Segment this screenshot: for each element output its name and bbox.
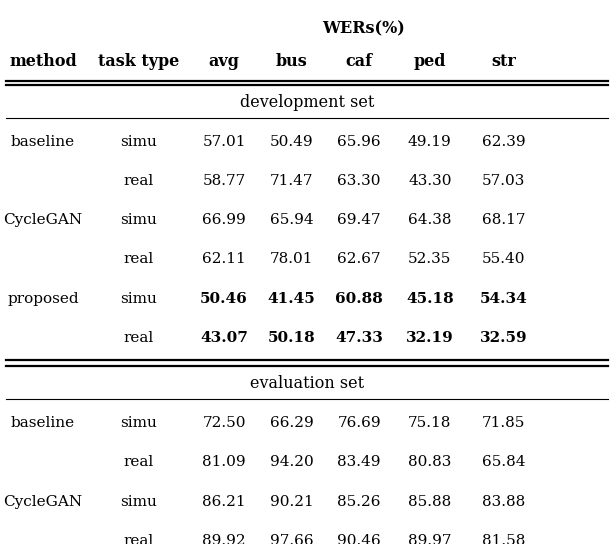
Text: str: str <box>491 53 516 70</box>
Text: ped: ped <box>414 53 446 70</box>
Text: 65.84: 65.84 <box>482 455 525 469</box>
Text: real: real <box>123 331 154 345</box>
Text: 71.47: 71.47 <box>270 174 313 188</box>
Text: 43.30: 43.30 <box>408 174 451 188</box>
Text: baseline: baseline <box>11 135 75 149</box>
Text: 66.99: 66.99 <box>202 213 246 227</box>
Text: 65.96: 65.96 <box>337 135 381 149</box>
Text: bus: bus <box>276 53 308 70</box>
Text: 45.18: 45.18 <box>406 292 454 306</box>
Text: 49.19: 49.19 <box>408 135 452 149</box>
Text: 47.33: 47.33 <box>335 331 383 345</box>
Text: real: real <box>123 455 154 469</box>
Text: 62.67: 62.67 <box>337 252 381 267</box>
Text: simu: simu <box>120 292 157 306</box>
Text: 76.69: 76.69 <box>337 416 381 430</box>
Text: evaluation set: evaluation set <box>250 375 364 392</box>
Text: 78.01: 78.01 <box>270 252 313 267</box>
Text: 85.88: 85.88 <box>408 494 451 509</box>
Text: 90.46: 90.46 <box>337 534 381 544</box>
Text: WERs(%): WERs(%) <box>322 20 405 37</box>
Text: simu: simu <box>120 213 157 227</box>
Text: 55.40: 55.40 <box>482 252 525 267</box>
Text: 89.92: 89.92 <box>202 534 246 544</box>
Text: 50.49: 50.49 <box>270 135 314 149</box>
Text: 41.45: 41.45 <box>268 292 316 306</box>
Text: 81.09: 81.09 <box>202 455 246 469</box>
Text: 86.21: 86.21 <box>202 494 246 509</box>
Text: development set: development set <box>240 94 374 111</box>
Text: CycleGAN: CycleGAN <box>4 494 82 509</box>
Text: 62.39: 62.39 <box>481 135 526 149</box>
Text: 62.11: 62.11 <box>202 252 246 267</box>
Text: 66.29: 66.29 <box>270 416 314 430</box>
Text: task type: task type <box>98 53 179 70</box>
Text: 65.94: 65.94 <box>270 213 314 227</box>
Text: method: method <box>9 53 77 70</box>
Text: 83.49: 83.49 <box>338 455 381 469</box>
Text: 69.47: 69.47 <box>337 213 381 227</box>
Text: 75.18: 75.18 <box>408 416 451 430</box>
Text: real: real <box>123 534 154 544</box>
Text: 57.01: 57.01 <box>203 135 246 149</box>
Text: real: real <box>123 174 154 188</box>
Text: 32.19: 32.19 <box>406 331 454 345</box>
Text: CycleGAN: CycleGAN <box>4 213 82 227</box>
Text: 57.03: 57.03 <box>482 174 525 188</box>
Text: 50.46: 50.46 <box>200 292 248 306</box>
Text: simu: simu <box>120 416 157 430</box>
Text: 89.97: 89.97 <box>408 534 451 544</box>
Text: 71.85: 71.85 <box>482 416 525 430</box>
Text: avg: avg <box>209 53 239 70</box>
Text: 85.26: 85.26 <box>338 494 381 509</box>
Text: 58.77: 58.77 <box>203 174 246 188</box>
Text: 68.17: 68.17 <box>482 213 525 227</box>
Text: 60.88: 60.88 <box>335 292 383 306</box>
Text: caf: caf <box>346 53 373 70</box>
Text: 81.58: 81.58 <box>482 534 525 544</box>
Text: simu: simu <box>120 135 157 149</box>
Text: real: real <box>123 252 154 267</box>
Text: 80.83: 80.83 <box>408 455 451 469</box>
Text: 43.07: 43.07 <box>200 331 248 345</box>
Text: 83.88: 83.88 <box>482 494 525 509</box>
Text: 32.59: 32.59 <box>480 331 527 345</box>
Text: 90.21: 90.21 <box>270 494 314 509</box>
Text: 97.66: 97.66 <box>270 534 314 544</box>
Text: proposed: proposed <box>7 292 79 306</box>
Text: simu: simu <box>120 494 157 509</box>
Text: 64.38: 64.38 <box>408 213 451 227</box>
Text: 72.50: 72.50 <box>203 416 246 430</box>
Text: 52.35: 52.35 <box>408 252 451 267</box>
Text: 63.30: 63.30 <box>338 174 381 188</box>
Text: 94.20: 94.20 <box>270 455 314 469</box>
Text: baseline: baseline <box>11 416 75 430</box>
Text: 54.34: 54.34 <box>480 292 527 306</box>
Text: 50.18: 50.18 <box>268 331 316 345</box>
